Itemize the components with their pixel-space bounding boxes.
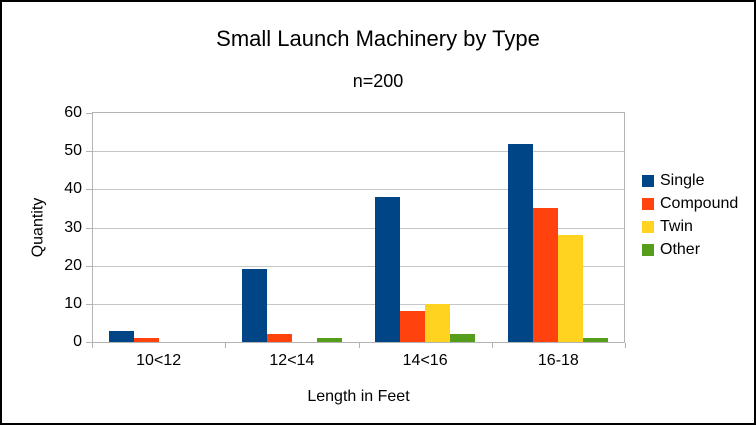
gridline xyxy=(93,265,624,267)
x-axis-tick xyxy=(92,343,93,348)
y-axis-label: 0 xyxy=(73,333,82,350)
legend-swatch-icon xyxy=(642,175,654,187)
chart-title: Small Launch Machinery by Type xyxy=(216,26,540,51)
gridline xyxy=(93,151,624,153)
x-category-label: 10<12 xyxy=(136,352,182,369)
bar-other-12<14 xyxy=(317,338,343,342)
x-axis-tick xyxy=(225,343,227,348)
x-category-label: 16-18 xyxy=(537,352,579,369)
x-axis-title: Length in Feet xyxy=(307,388,410,405)
legend-label: Twin xyxy=(660,218,693,235)
legend-label: Compound xyxy=(660,195,739,212)
y-axis-label: 20 xyxy=(64,256,82,274)
chart-subtitle: n=200 xyxy=(352,71,404,91)
x-category-label: 12<14 xyxy=(269,352,315,369)
legend-label: Single xyxy=(660,172,705,189)
bar-single-12<14 xyxy=(242,269,268,342)
legend: Single Compound Twin Other xyxy=(642,171,738,260)
x-axis-tick xyxy=(358,343,360,348)
bar-single-16-18 xyxy=(507,143,533,342)
bar-compound-10<12 xyxy=(134,338,160,342)
x-axis-tick xyxy=(491,343,493,348)
y-axis-tick xyxy=(86,265,92,267)
legend-item-other: Other xyxy=(642,240,738,260)
y-axis-label: 60 xyxy=(64,104,82,121)
bar-twin-14<16 xyxy=(424,303,450,342)
gridline xyxy=(93,303,624,305)
legend-item-twin: Twin xyxy=(642,217,738,237)
y-axis-tick xyxy=(86,342,92,343)
y-axis-label: 10 xyxy=(64,294,82,312)
y-axis-label: 50 xyxy=(64,142,82,160)
y-axis-tick xyxy=(86,151,92,153)
legend-swatch-icon xyxy=(642,244,654,256)
y-axis-label: 40 xyxy=(64,180,82,198)
legend-swatch-icon xyxy=(642,198,654,210)
legend-label: Other xyxy=(660,241,701,258)
y-axis-tick xyxy=(86,189,92,191)
y-axis-label: 30 xyxy=(64,218,82,236)
gridline xyxy=(93,189,624,191)
bar-other-16-18 xyxy=(582,338,608,342)
y-axis-tick xyxy=(86,227,92,229)
bar-compound-12<14 xyxy=(267,334,293,342)
bar-twin-16-18 xyxy=(557,235,583,342)
legend-item-compound: Compound xyxy=(642,194,738,214)
gridline xyxy=(93,227,624,229)
legend-item-single: Single xyxy=(642,171,738,191)
bar-compound-16-18 xyxy=(532,208,558,342)
y-axis-tick xyxy=(86,113,92,114)
legend-swatch-icon xyxy=(642,221,654,233)
bar-single-10<12 xyxy=(109,330,135,342)
bar-single-14<16 xyxy=(374,196,400,342)
bar-compound-14<16 xyxy=(399,311,425,342)
y-axis-tick xyxy=(86,303,92,305)
plot-area xyxy=(92,112,625,343)
x-category-label: 14<16 xyxy=(402,352,448,369)
bar-other-14<16 xyxy=(449,334,475,342)
x-axis-tick xyxy=(625,343,626,348)
